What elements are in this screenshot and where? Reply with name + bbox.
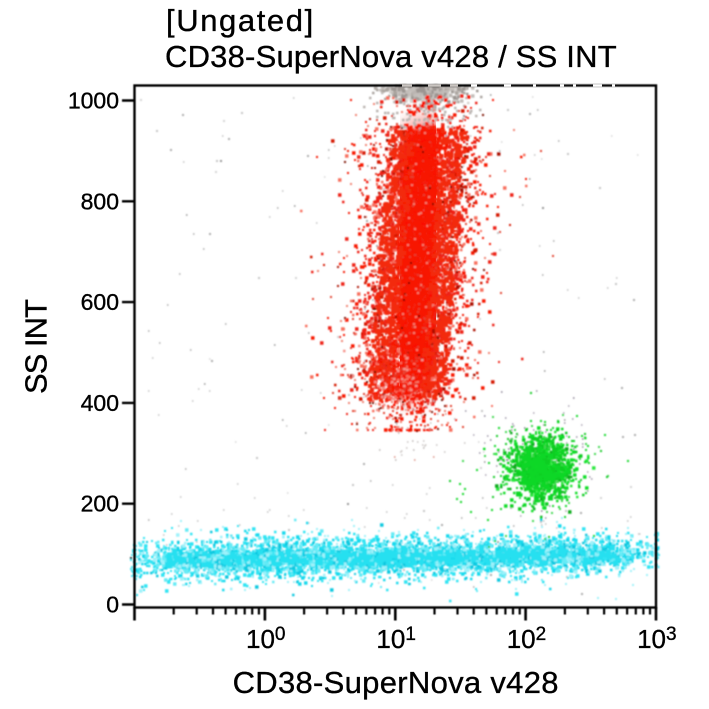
svg-text:200: 200 (81, 491, 119, 517)
svg-text:CD38-SuperNova v428: CD38-SuperNova v428 (233, 665, 559, 700)
svg-text:800: 800 (81, 188, 119, 214)
svg-text:1000: 1000 (68, 88, 119, 114)
svg-text:600: 600 (81, 289, 119, 315)
svg-text:CD38-SuperNova v428 / SS INT: CD38-SuperNova v428 / SS INT (165, 39, 617, 74)
svg-text:SS INT: SS INT (19, 299, 54, 394)
svg-text:0: 0 (106, 592, 119, 618)
svg-text:[Ungated]: [Ungated] (166, 3, 315, 38)
svg-text:400: 400 (81, 390, 119, 416)
svg-text:102: 102 (507, 624, 547, 654)
